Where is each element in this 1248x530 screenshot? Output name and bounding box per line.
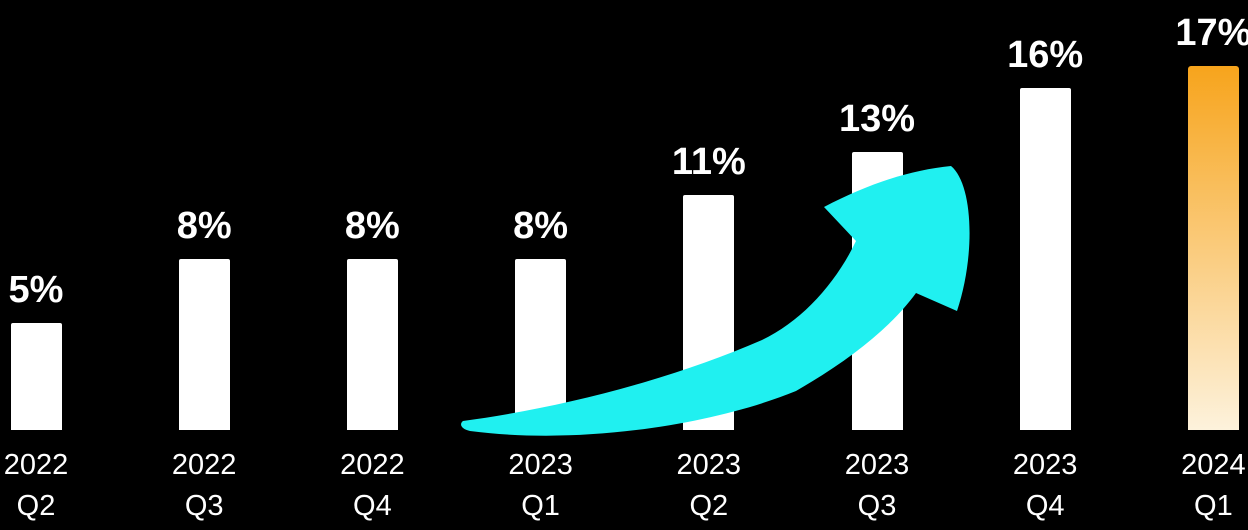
x-axis-year-label: 2023 [676, 449, 742, 481]
bar-group-2022-q4: 8% 2022 Q4 [288, 0, 456, 530]
value-label: 8% [344, 205, 400, 247]
value-label: 5% [8, 269, 64, 311]
bar [515, 259, 567, 430]
bar-group-2023-q2: 11% 2023 Q2 [625, 0, 793, 530]
x-axis-year-label: 2024 [1181, 449, 1246, 481]
x-axis-quarter-label: Q3 [184, 490, 224, 522]
x-axis-quarter-label: Q2 [689, 490, 729, 522]
bar [178, 259, 230, 430]
value-label: 8% [513, 205, 569, 247]
x-axis-quarter-label: Q4 [353, 490, 392, 522]
x-axis-quarter-label: Q1 [521, 490, 560, 522]
x-axis-year-label: 2023 [844, 449, 910, 481]
x-axis-quarter-label: Q4 [1025, 490, 1065, 522]
bar [10, 323, 62, 430]
x-axis-year-label: 2023 [1012, 449, 1078, 481]
bar-group-2024-q1: 17% 2024 Q1 [1129, 0, 1248, 530]
x-axis-year-label: 2022 [340, 449, 405, 481]
bar [346, 259, 398, 430]
bar-group-2022-q2: 5% 2022 Q2 [0, 0, 120, 530]
value-label: 16% [1007, 34, 1084, 76]
bar-group-2023-q4: 16% 2023 Q4 [961, 0, 1129, 530]
bar-highlighted [1187, 66, 1239, 430]
bar [851, 152, 903, 430]
value-label: 13% [838, 98, 916, 140]
value-label: 11% [671, 141, 746, 183]
x-axis-year-label: 2022 [3, 449, 69, 481]
x-axis-quarter-label: Q1 [1194, 490, 1233, 522]
bar-group-2022-q3: 8% 2022 Q3 [120, 0, 288, 530]
x-axis-quarter-label: Q2 [16, 490, 56, 522]
bar-group-2023-q3: 13% 2023 Q3 [793, 0, 961, 530]
bar-group-2023-q1: 8% 2023 Q1 [457, 0, 625, 530]
bar [683, 195, 735, 430]
x-axis-year-label: 2023 [508, 449, 573, 481]
value-label: 8% [176, 205, 232, 247]
bar [1019, 88, 1071, 430]
x-axis-quarter-label: Q3 [857, 490, 897, 522]
x-axis-year-label: 2022 [171, 449, 237, 481]
value-label: 17% [1175, 12, 1248, 54]
